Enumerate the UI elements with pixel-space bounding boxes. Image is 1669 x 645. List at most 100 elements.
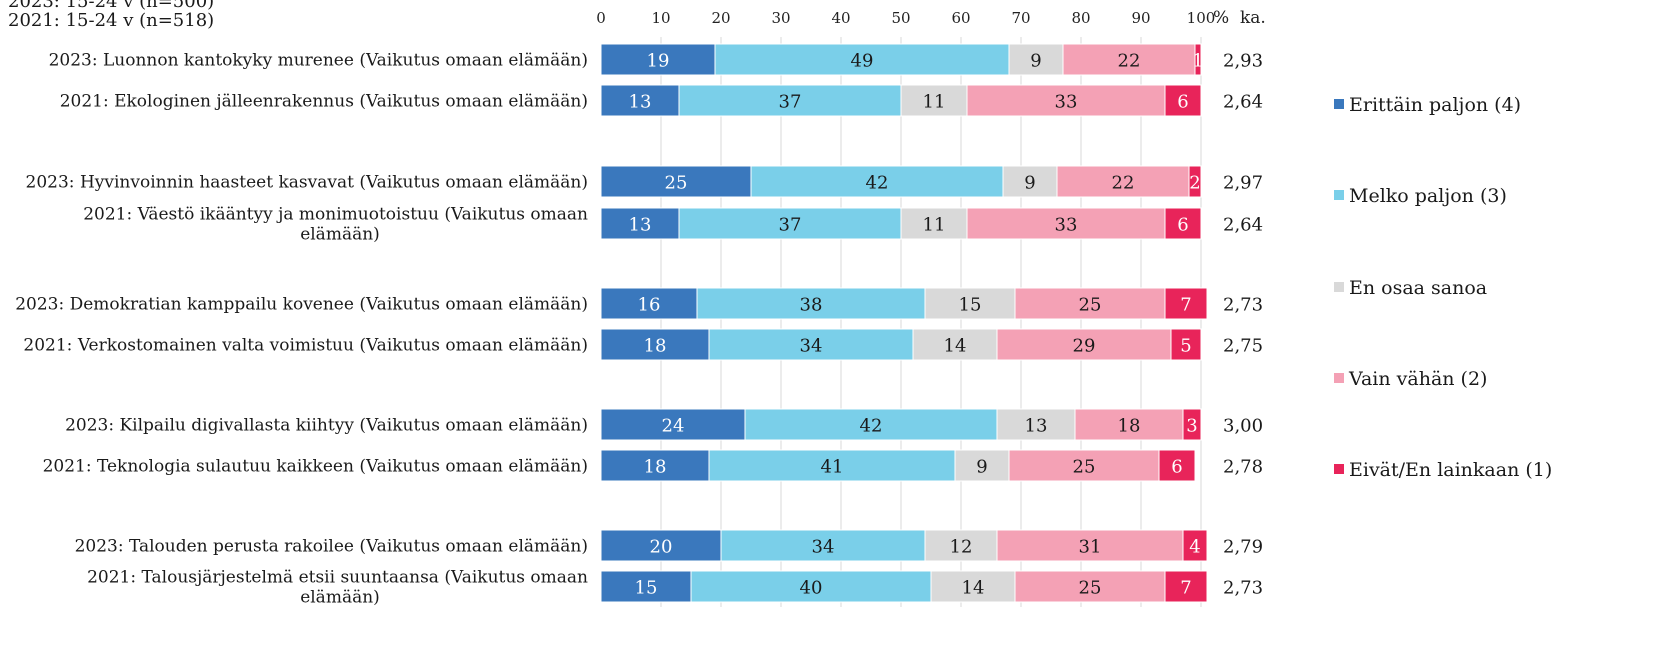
legend-item: Melko paljon (3)	[1334, 185, 1507, 207]
data-label: 42	[860, 416, 883, 437]
data-label: 33	[1055, 215, 1078, 236]
category-label: 2023: Talouden perusta rakoilee (Vaikutu…	[75, 537, 588, 557]
bar-segment	[1170, 328, 1202, 361]
data-label: 9	[1030, 51, 1041, 72]
data-label: 13	[629, 92, 652, 113]
legend-item: Vain vähän (2)	[1334, 368, 1487, 390]
category-label: 2023: Hyvinvoinnin haasteet kasvavat (Va…	[26, 173, 588, 193]
bar-segment	[924, 529, 998, 562]
average-value: 2,73	[1223, 295, 1263, 316]
data-label: 6	[1177, 215, 1188, 236]
sample-2021-label: 2021: 15-24 v (n=518)	[8, 10, 215, 31]
data-label: 6	[1171, 457, 1182, 478]
data-label: 15	[959, 295, 982, 316]
bar-segment	[600, 207, 680, 240]
legend-item: Eivät/En lainkaan (1)	[1334, 459, 1552, 481]
average-value: 2,97	[1223, 173, 1263, 194]
category-label: 2021: Teknologia sulautuu kaikkeen (Vaik…	[43, 457, 588, 477]
data-label: 40	[800, 578, 823, 599]
data-label: 37	[779, 215, 802, 236]
data-label: 18	[1118, 416, 1141, 437]
average-value: 2,75	[1223, 336, 1263, 357]
data-label: 1	[1192, 51, 1203, 72]
bar-segment	[966, 207, 1166, 240]
legend-swatch	[1334, 190, 1344, 200]
legend-swatch	[1334, 464, 1344, 474]
data-label: 13	[629, 215, 652, 236]
bar-segment	[678, 207, 902, 240]
category-label-continued: elämään)	[300, 588, 380, 608]
bar-segment	[1008, 449, 1160, 482]
bar-segment	[1188, 165, 1202, 198]
data-label: 34	[812, 537, 835, 558]
data-label: 22	[1118, 51, 1141, 72]
data-label: 25	[1079, 295, 1102, 316]
data-label: 16	[638, 295, 661, 316]
bar-segment	[996, 529, 1184, 562]
data-label: 49	[851, 51, 874, 72]
data-label: 22	[1112, 173, 1135, 194]
x-tick-label: 0	[596, 9, 606, 27]
x-tick-label: 30	[771, 9, 790, 27]
bar-segment	[600, 43, 716, 76]
x-tick-label: 100	[1187, 9, 1216, 27]
legend-label: Eivät/En lainkaan (1)	[1349, 459, 1553, 481]
average-value: 2,64	[1223, 215, 1263, 236]
data-label: 38	[800, 295, 823, 316]
bar-segment	[744, 408, 998, 441]
average-value: 3,00	[1223, 416, 1263, 437]
data-label: 7	[1180, 295, 1191, 316]
bar-segment	[924, 287, 1016, 320]
data-label: 6	[1177, 92, 1188, 113]
data-label: 25	[1073, 457, 1096, 478]
data-label: 11	[923, 92, 946, 113]
legend-swatch	[1334, 373, 1344, 383]
data-label: 14	[962, 578, 985, 599]
bar-segment	[996, 328, 1172, 361]
bar-segment	[1014, 287, 1166, 320]
category-label: 2023: Luonnon kantokyky murenee (Vaikutu…	[49, 51, 588, 71]
data-label: 18	[644, 336, 667, 357]
average-value: 2,79	[1223, 537, 1263, 558]
bar-segment	[690, 570, 932, 603]
x-tick-label: 10	[651, 9, 670, 27]
bar-segment	[1014, 570, 1166, 603]
legend-label: Melko paljon (3)	[1349, 185, 1507, 207]
data-label: 3	[1186, 416, 1197, 437]
category-label: 2023: Demokratian kamppailu kovenee (Vai…	[15, 295, 588, 315]
bar-segment	[954, 449, 1010, 482]
data-label: 5	[1180, 336, 1191, 357]
average-header: ka.	[1240, 8, 1266, 28]
bar-segment	[600, 449, 710, 482]
average-value: 2,64	[1223, 92, 1263, 113]
data-label: 31	[1079, 537, 1102, 558]
data-label: 15	[635, 578, 658, 599]
bar-segment	[1062, 43, 1196, 76]
data-label: 34	[800, 336, 823, 357]
legend-swatch	[1334, 282, 1344, 292]
bar-segment	[600, 408, 746, 441]
bar-segment	[720, 529, 926, 562]
data-label: 4	[1189, 537, 1200, 558]
data-label: 33	[1055, 92, 1078, 113]
data-label: 37	[779, 92, 802, 113]
data-label: 11	[923, 215, 946, 236]
bar-segment	[1182, 408, 1202, 441]
data-label: 25	[1079, 578, 1102, 599]
data-label: 13	[1025, 416, 1048, 437]
bar-segment	[1008, 43, 1064, 76]
x-tick-label: 80	[1071, 9, 1090, 27]
category-label: 2021: Verkostomainen valta voimistuu (Va…	[23, 336, 588, 356]
data-label: 12	[950, 537, 973, 558]
data-label: 19	[647, 51, 670, 72]
average-value: 2,73	[1223, 578, 1263, 599]
data-label: 42	[866, 173, 889, 194]
bar-segment	[1056, 165, 1190, 198]
data-label: 41	[821, 457, 844, 478]
bar-segment	[696, 287, 926, 320]
bar-segment	[600, 328, 710, 361]
sample-info: 2023: 15-24 v (n=500) 2021: 15-24 v (n=5…	[8, 0, 214, 30]
sample-2023-label: 2023: 15-24 v (n=500)	[8, 0, 215, 12]
legend-label: Erittäin paljon (4)	[1349, 94, 1522, 116]
data-label: 9	[1024, 173, 1035, 194]
